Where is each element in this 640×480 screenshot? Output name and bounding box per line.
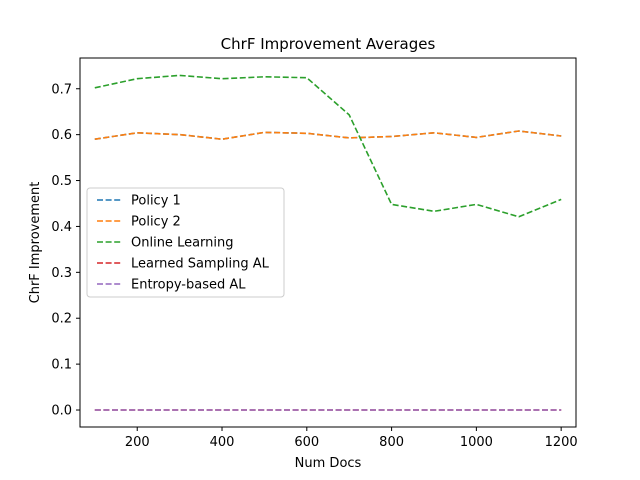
x-tick-label: 800 xyxy=(379,435,404,450)
series-line xyxy=(94,130,562,141)
chart-title: ChrF Improvement Averages xyxy=(221,35,436,53)
plot-frame xyxy=(79,57,577,428)
y-tick-label: 0.1 xyxy=(51,358,72,373)
y-tick-label: 0.7 xyxy=(51,82,72,97)
legend-label: Learned Sampling AL xyxy=(131,257,270,272)
x-tick-label: 200 xyxy=(125,435,150,450)
y-axis-title: ChrF Improvement xyxy=(28,182,43,304)
y-tick-label: 0.6 xyxy=(51,128,72,143)
legend-label: Online Learning xyxy=(131,236,234,251)
legend-box xyxy=(86,187,285,298)
series-line xyxy=(94,74,562,218)
x-tick-label: 600 xyxy=(294,435,319,450)
y-tick-label: 0.0 xyxy=(51,404,72,419)
y-tick-label: 0.3 xyxy=(51,266,72,281)
y-tick-label: 0.4 xyxy=(51,220,72,235)
legend-label: Policy 1 xyxy=(131,194,181,209)
y-tick-label: 0.5 xyxy=(51,174,72,189)
legend-label: Entropy-based AL xyxy=(131,278,246,293)
x-tick-label: 1200 xyxy=(545,435,578,450)
y-axis: 0.0 0.1 0.2 0.3 0.4 0.5 0.6 0.7 xyxy=(51,82,80,419)
x-tick-label: 400 xyxy=(210,435,235,450)
plot-lines xyxy=(94,74,562,411)
y-tick-label: 0.2 xyxy=(51,312,72,327)
x-axis-title: Num Docs xyxy=(295,456,362,471)
legend-label: Policy 2 xyxy=(131,215,181,230)
x-tick-label: 1000 xyxy=(460,435,493,450)
x-axis: 200 400 600 800 1000 1200 xyxy=(125,427,578,450)
legend: Policy 1 Policy 2 Online Learning Learned S… xyxy=(86,187,285,298)
